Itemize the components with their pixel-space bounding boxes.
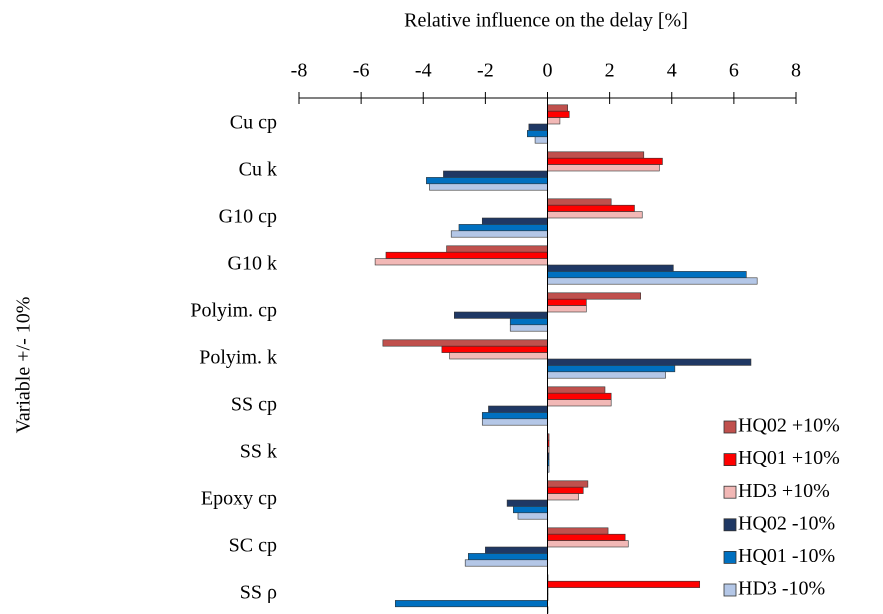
legend-label: HQ01 +10% [738, 447, 840, 469]
x-axis-label: Relative influence on the delay [%] [404, 10, 688, 32]
bar [446, 245, 548, 253]
bar [513, 506, 548, 514]
bar [506, 499, 548, 507]
bar [488, 405, 548, 413]
bar [547, 110, 570, 118]
bar [547, 493, 579, 501]
legend-label: HD3 +10% [738, 480, 830, 502]
bar [547, 305, 587, 313]
legend-label: HQ02 -10% [738, 512, 835, 534]
bar [485, 546, 548, 554]
bar [449, 352, 548, 360]
bar [467, 553, 548, 561]
bar [509, 324, 548, 332]
legend-label: HD3 -10% [738, 578, 825, 600]
bar [450, 230, 548, 238]
bar [481, 412, 548, 420]
category-label: Epoxy cp [201, 488, 277, 510]
bar [454, 311, 548, 319]
legend-swatch [723, 583, 737, 597]
bar [547, 298, 587, 306]
category-label: G10 cp [219, 206, 277, 228]
bar [443, 170, 548, 178]
legend-label: HQ01 -10% [738, 545, 835, 567]
bar [458, 224, 548, 232]
x-tick-label: 4 [667, 60, 677, 82]
bar [547, 292, 641, 300]
bar [547, 540, 629, 548]
bar [547, 399, 612, 407]
bar [547, 117, 561, 125]
bar [382, 339, 548, 347]
category-label: G10 k [228, 253, 277, 275]
bar [547, 198, 612, 206]
bar [547, 151, 645, 159]
bar [547, 164, 660, 172]
category-label: Polyim. k [199, 347, 277, 369]
bar [441, 345, 548, 353]
bar [517, 512, 548, 520]
x-tick-label: -8 [291, 60, 308, 82]
x-tick-label: 8 [791, 60, 801, 82]
bar [547, 271, 747, 279]
x-tick-label: -6 [353, 60, 370, 82]
bar [481, 217, 548, 225]
category-label: SS cp [231, 394, 277, 416]
bar [547, 277, 758, 285]
bar [547, 365, 676, 373]
bar [547, 204, 635, 212]
x-tick-label: 0 [543, 60, 553, 82]
bar [547, 264, 674, 272]
category-label: Cu cp [230, 112, 277, 134]
bar [547, 104, 568, 112]
legend-swatch [723, 551, 737, 564]
bar [464, 559, 548, 567]
category-label: Cu k [239, 159, 277, 181]
legend-swatch [723, 485, 737, 499]
bar [385, 251, 548, 259]
bar [547, 386, 606, 394]
bar [547, 392, 612, 400]
x-tick-label: -4 [415, 60, 432, 82]
bar [547, 486, 584, 494]
bar [547, 580, 701, 588]
bar [394, 600, 548, 608]
category-label: SC cp [229, 535, 277, 557]
bar [547, 480, 589, 488]
bar [426, 177, 548, 185]
bar [527, 130, 548, 138]
bar [547, 211, 643, 219]
bar [547, 371, 666, 379]
legend-label: HQ02 +10% [738, 415, 840, 437]
x-tick-label: -2 [477, 60, 494, 82]
x-tick-label: 2 [605, 60, 615, 82]
bar [429, 183, 548, 191]
bar [547, 358, 752, 366]
x-tick-label: 6 [729, 60, 739, 82]
bar [481, 418, 548, 426]
bar [547, 157, 663, 165]
bar [534, 136, 548, 144]
legend-swatch [723, 453, 737, 467]
bar [547, 533, 626, 541]
bar [374, 258, 548, 266]
bar [509, 318, 548, 326]
y-axis-label: Variable +/- 10% [13, 297, 35, 434]
bar [547, 527, 609, 535]
legend-swatch [723, 518, 737, 532]
category-label: SS k [240, 441, 277, 463]
category-label: SS ρ [240, 582, 277, 604]
legend-swatch [723, 420, 737, 434]
bar [528, 123, 548, 131]
category-label: Polyim. cp [190, 300, 277, 322]
